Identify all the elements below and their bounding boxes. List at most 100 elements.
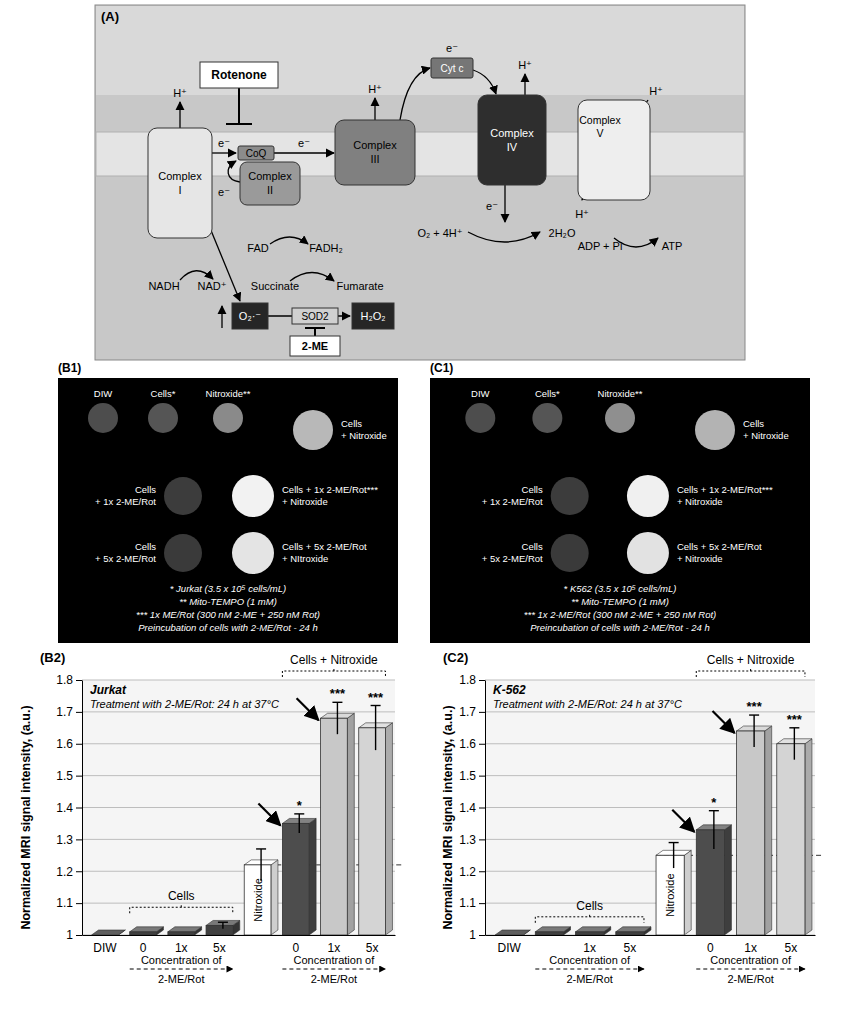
- group-axis-text-line: Concentration of: [549, 954, 631, 966]
- y-tick-label: 1.2: [56, 865, 73, 879]
- panel-background: [95, 5, 745, 360]
- diagram-box: [292, 308, 338, 324]
- y-tick-label: 1.6: [56, 737, 73, 751]
- phantom-label-line: Cells + 5x 2-ME/Rot: [282, 541, 367, 552]
- figure: (A)RotenoneComplexIComplexIICoQComplexII…: [0, 0, 841, 1034]
- phantom: Cells + 5x 2-ME/Rot+ NItroxide: [232, 532, 367, 574]
- y-tick-label: 1.5: [56, 769, 73, 783]
- error-bar-cap: [256, 848, 266, 849]
- arrow: [180, 271, 213, 280]
- x-tick: 1x: [744, 935, 757, 955]
- phantom-tube: [532, 403, 562, 433]
- bar-top: [130, 927, 164, 932]
- phantom-label-line: + 1x 2-ME/Rot: [95, 496, 156, 507]
- diagram-label: 2H₂O: [549, 227, 576, 239]
- diagram-label: Cyt c: [441, 63, 464, 74]
- diagram-label: (A): [101, 9, 119, 24]
- diagram-label: Fumarate: [336, 280, 383, 292]
- phantom-panel: (C1)DIWCells*Nitroxide**Cells+ Nitroxide…: [430, 361, 810, 643]
- x-tick: DIW: [93, 935, 117, 955]
- bar: [244, 865, 271, 935]
- diagram-label-line: IV: [507, 141, 518, 153]
- y-tick-mark: [76, 744, 82, 745]
- x-tick: DIW: [497, 935, 521, 955]
- bar: [92, 935, 119, 936]
- error-bar-line: [673, 843, 674, 869]
- diagram-label: H⁺: [173, 87, 187, 99]
- bar-side: [309, 818, 316, 935]
- phantom-tube: [627, 532, 669, 574]
- x-tick: 0: [140, 935, 147, 955]
- bar: [495, 935, 523, 936]
- group-brace: [535, 914, 644, 923]
- bar-top: [495, 930, 530, 935]
- bar-side: [724, 825, 731, 935]
- diagram-box: [335, 120, 415, 185]
- bar: [576, 932, 604, 935]
- highlight-arrow: [713, 711, 735, 733]
- bar: [777, 744, 805, 935]
- grid-line: [82, 680, 395, 681]
- arrow: [274, 152, 334, 153]
- phantom-label-line: Cells*: [151, 388, 176, 399]
- group-axis-text-line: 2-ME/Rot: [311, 973, 357, 985]
- error-bar-cap: [332, 702, 342, 703]
- y-tick-mark: [76, 680, 82, 681]
- bar-side: [385, 723, 392, 935]
- phantom: Nitroxide**: [598, 388, 643, 433]
- error-bar: [709, 811, 719, 849]
- diagram-label: ComplexIII: [353, 139, 397, 165]
- phantom-tube: [213, 403, 243, 433]
- diagram-box: [148, 128, 212, 238]
- phantom-tube: [627, 475, 669, 517]
- phantom-label: Cells*: [535, 388, 560, 399]
- y-tick-mark: [479, 903, 485, 904]
- bar-top: [535, 927, 570, 932]
- phantom-tube: [164, 477, 202, 515]
- x-tick: 0: [707, 935, 714, 955]
- y-axis-line: [485, 681, 486, 936]
- x-tick: 1x: [175, 935, 188, 955]
- diagram-box: [200, 62, 278, 88]
- chart-title: K-562: [493, 683, 526, 697]
- y-axis-title: Normalized MRI signal intensity, (a.u.): [441, 705, 455, 929]
- phantom: Cells+ 1x 2-ME/Rot: [95, 477, 202, 515]
- bar: [321, 718, 348, 935]
- diagram-label-line: H₂O₂: [360, 310, 385, 322]
- group-brace: [696, 668, 805, 677]
- bar: [168, 932, 195, 935]
- plot-wall: [82, 680, 395, 935]
- error-bar-cap: [669, 842, 679, 843]
- significance: ***: [368, 690, 384, 705]
- bar-top: [92, 930, 126, 935]
- highlight-arrow: [258, 803, 280, 825]
- bar: [130, 932, 157, 935]
- x-tick-label: 5x: [785, 941, 798, 955]
- y-tick: 1.6: [56, 737, 82, 751]
- x-tick-label: 5x: [213, 941, 226, 955]
- diagram-label: e⁻: [218, 186, 230, 198]
- y-tick-label: 1.5: [459, 769, 476, 783]
- plot-wall: [485, 680, 815, 935]
- phantom-label: Cells+ 1x 2-ME/Rot: [482, 484, 543, 507]
- error-bar: [218, 922, 228, 928]
- phantom-label-line: Cells: [135, 484, 156, 495]
- x-tick-label: 0: [140, 941, 147, 955]
- error-bar-line: [713, 811, 714, 849]
- phantom-panel: (B1)DIWCells*Nitroxide**Cells+ Nitroxide…: [58, 361, 398, 643]
- diagram-label-line: Complex: [579, 114, 621, 126]
- group-axis-text-line: 2-ME/Rot: [566, 973, 612, 985]
- y-tick: 1.5: [56, 769, 82, 783]
- y-tick-label: 1.2: [459, 865, 476, 879]
- chart: 11.11.21.31.41.51.61.71.8DIW1x5x01x5xNit…: [441, 650, 822, 985]
- panel-label: (B2): [40, 650, 65, 665]
- phantom-tube: [88, 403, 118, 433]
- panel-label: (C1): [430, 361, 453, 375]
- phantom-label-line: + Nitroxide: [341, 430, 387, 441]
- error-bar: [749, 715, 759, 747]
- group-axis-text-line: 2-ME/Rot: [158, 973, 204, 985]
- chart: 11.11.21.31.41.51.61.71.8DIW01x5x01x5xNi…: [19, 650, 402, 985]
- error-bar-line: [375, 706, 376, 751]
- footnote: Preincubation of cells with 2-ME/Rot - 2…: [530, 622, 710, 633]
- group-axis-text-line: Concentration of: [710, 954, 792, 966]
